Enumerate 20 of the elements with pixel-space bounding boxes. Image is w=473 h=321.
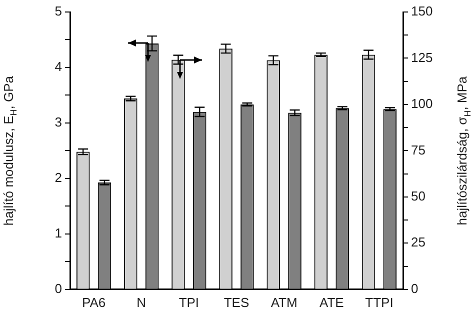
- x-tick-label: TES: [224, 294, 250, 310]
- y2-tick-label: 0: [411, 280, 418, 296]
- x-tick-label: N: [136, 294, 146, 310]
- y-tick-label: 2: [54, 170, 62, 186]
- y2-tick-label: 125: [411, 50, 433, 65]
- y-tick-label: 0: [54, 280, 62, 296]
- y-tick-label: 4: [54, 59, 62, 74]
- x-tick-label: ATE: [319, 294, 344, 310]
- y2-tick-label: 75: [411, 142, 426, 158]
- x-tick-label: TPI: [178, 294, 200, 310]
- y-tick-label: 1: [54, 226, 62, 240]
- x-tick-label: ATM: [270, 294, 298, 310]
- x-tick-label: PA6: [82, 294, 106, 310]
- y-tick-label: 3: [54, 114, 62, 130]
- y2-tick-label: 150: [411, 4, 433, 19]
- y-tick-label: 5: [54, 4, 62, 19]
- y2-tick-label: 25: [411, 234, 426, 250]
- x-tick-label: TTPI: [365, 294, 394, 310]
- y2-tick-label: 100: [411, 96, 433, 112]
- y2-tick-label: 50: [411, 188, 426, 204]
